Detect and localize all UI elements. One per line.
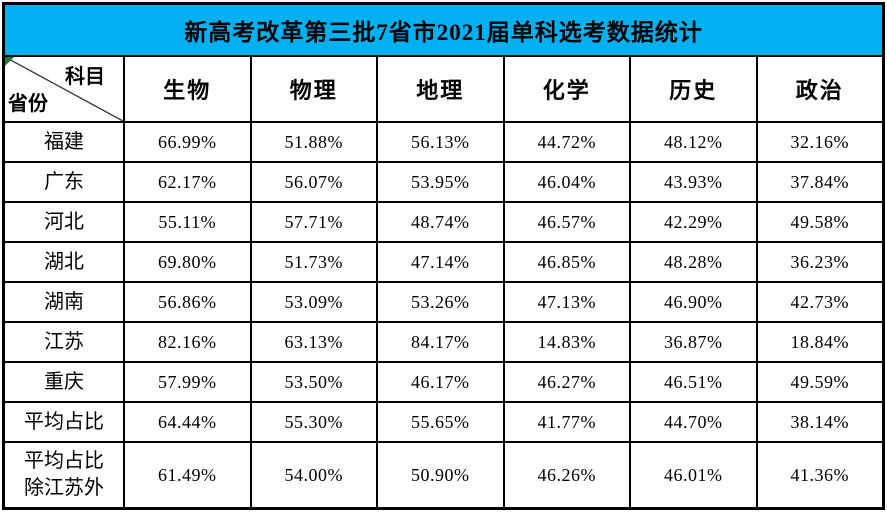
data-cell: 48.12% bbox=[631, 123, 756, 162]
data-cell: 46.57% bbox=[504, 203, 629, 242]
data-cell: 64.44% bbox=[125, 403, 250, 442]
row-label: 福建 bbox=[5, 123, 123, 162]
data-cell: 36.87% bbox=[631, 323, 756, 362]
column-header-physics: 物理 bbox=[251, 57, 376, 121]
diagonal-divider-line bbox=[5, 57, 123, 121]
data-cell: 51.73% bbox=[251, 243, 376, 282]
data-cell: 14.83% bbox=[504, 323, 629, 362]
data-cell: 49.59% bbox=[757, 363, 882, 402]
data-cell: 56.86% bbox=[125, 283, 250, 322]
data-cell: 56.07% bbox=[251, 163, 376, 202]
corner-header-cell: 科目 省份 bbox=[5, 57, 123, 121]
data-cell: 54.00% bbox=[251, 443, 376, 507]
data-cell: 46.27% bbox=[504, 363, 629, 402]
data-cell: 53.95% bbox=[378, 163, 503, 202]
data-cell: 57.99% bbox=[125, 363, 250, 402]
column-header-geography: 地理 bbox=[378, 57, 503, 121]
data-cell: 66.99% bbox=[125, 123, 250, 162]
column-header-chemistry: 化学 bbox=[504, 57, 629, 121]
data-cell: 46.51% bbox=[631, 363, 756, 402]
data-cell: 47.13% bbox=[504, 283, 629, 322]
data-cell: 42.29% bbox=[631, 203, 756, 242]
data-cell: 18.84% bbox=[757, 323, 882, 362]
data-cell: 43.93% bbox=[631, 163, 756, 202]
data-cell: 56.13% bbox=[378, 123, 503, 162]
data-cell: 49.58% bbox=[757, 203, 882, 242]
corner-label-province: 省份 bbox=[8, 93, 48, 115]
column-header-history: 历史 bbox=[631, 57, 756, 121]
data-cell: 62.17% bbox=[125, 163, 250, 202]
data-cell: 41.36% bbox=[757, 443, 882, 507]
column-header-politics: 政治 bbox=[757, 57, 882, 121]
data-cell: 55.65% bbox=[378, 403, 503, 442]
row-label: 河北 bbox=[5, 203, 123, 242]
row-label: 平均占比 除江苏外 bbox=[5, 443, 123, 507]
data-cell: 48.28% bbox=[631, 243, 756, 282]
data-cell: 44.70% bbox=[631, 403, 756, 442]
data-cell: 36.23% bbox=[757, 243, 882, 282]
data-cell: 46.01% bbox=[631, 443, 756, 507]
data-cell: 44.72% bbox=[504, 123, 629, 162]
data-cell: 46.26% bbox=[504, 443, 629, 507]
data-cell: 46.17% bbox=[378, 363, 503, 402]
data-cell: 69.80% bbox=[125, 243, 250, 282]
row-label: 平均占比 bbox=[5, 403, 123, 442]
data-cell: 53.50% bbox=[251, 363, 376, 402]
data-cell: 37.84% bbox=[757, 163, 882, 202]
column-header-biology: 生物 bbox=[125, 57, 250, 121]
data-cell: 84.17% bbox=[378, 323, 503, 362]
data-cell: 47.14% bbox=[378, 243, 503, 282]
corner-label-subject: 科目 bbox=[65, 66, 105, 88]
data-cell: 46.85% bbox=[504, 243, 629, 282]
data-cell: 57.71% bbox=[251, 203, 376, 242]
data-cell: 48.74% bbox=[378, 203, 503, 242]
data-cell: 38.14% bbox=[757, 403, 882, 442]
data-cell: 50.90% bbox=[378, 443, 503, 507]
table-title: 新高考改革第三批7省市2021届单科选考数据统计 bbox=[5, 5, 882, 55]
data-cell: 42.73% bbox=[757, 283, 882, 322]
data-cell: 63.13% bbox=[251, 323, 376, 362]
data-cell: 51.88% bbox=[251, 123, 376, 162]
data-cell: 41.77% bbox=[504, 403, 629, 442]
row-label: 重庆 bbox=[5, 363, 123, 402]
row-label: 江苏 bbox=[5, 323, 123, 362]
excel-error-indicator-icon bbox=[5, 57, 14, 66]
data-cell: 82.16% bbox=[125, 323, 250, 362]
data-cell: 55.11% bbox=[125, 203, 250, 242]
data-cell: 61.49% bbox=[125, 443, 250, 507]
data-cell: 55.30% bbox=[251, 403, 376, 442]
data-cell: 46.90% bbox=[631, 283, 756, 322]
data-cell: 46.04% bbox=[504, 163, 629, 202]
row-label: 湖北 bbox=[5, 243, 123, 282]
row-label: 广东 bbox=[5, 163, 123, 202]
data-cell: 53.26% bbox=[378, 283, 503, 322]
data-cell: 53.09% bbox=[251, 283, 376, 322]
row-label: 湖南 bbox=[5, 283, 123, 322]
data-cell: 32.16% bbox=[757, 123, 882, 162]
